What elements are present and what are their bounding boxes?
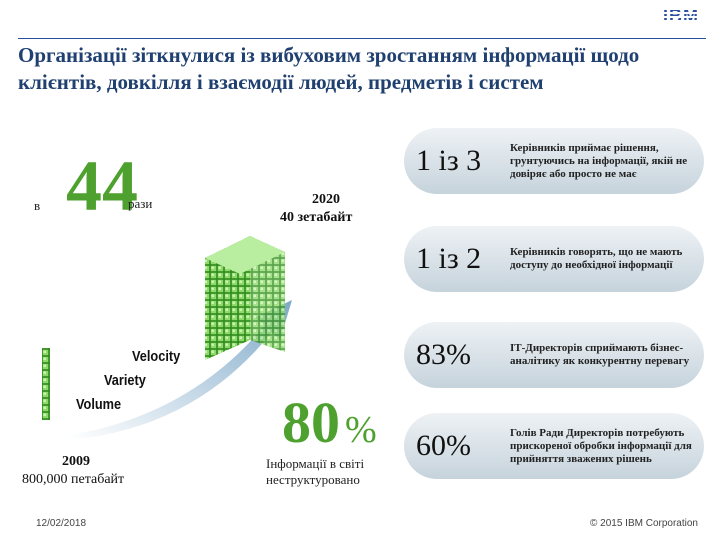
volume-label: Volume	[76, 396, 122, 413]
bar-2009	[42, 348, 50, 420]
stat-text: Керівників говорять, що не мають доступу…	[510, 246, 683, 271]
footer-copyright: © 2015 IBM Corporation	[590, 518, 698, 529]
growth-suffix: рази	[128, 196, 153, 211]
stat-value: 83%	[416, 338, 471, 371]
year-2020-label: 2020	[312, 192, 340, 207]
stat-text: Голів Ради Директорів потребують прискор…	[510, 426, 692, 465]
unstructured-value: 80	[282, 390, 340, 455]
stat-text: ІТ-Директорів сприймають бізнес-аналітик…	[510, 342, 690, 367]
stat-text: Керівників приймає рішення, грунтуючись …	[510, 141, 688, 180]
footer-date: 12/02/2018	[36, 518, 87, 529]
stat-value: 1 із 2	[416, 242, 482, 275]
unstructured-unit: %	[345, 409, 377, 451]
data-growth-illustration	[42, 236, 292, 440]
stat-pill: 1 із 3 Керівників приймає рішення, грунт…	[404, 128, 704, 194]
stat-pill: 83% ІТ-Директорів сприймають бізнес-анал…	[404, 322, 704, 388]
year-2020-amount: 40 зетабайт	[280, 210, 353, 225]
year-2009-label: 2009	[62, 454, 90, 469]
growth-prefix: в	[34, 198, 41, 213]
stat-pill: 60% Голів Ради Директорів потребують при…	[404, 413, 704, 479]
header-rule	[18, 38, 706, 39]
unstructured-text: Інформації в світі неструктуровано	[266, 456, 365, 487]
stat-value: 1 із 3	[416, 144, 482, 177]
ibm-logo: IBM	[656, 6, 706, 26]
variety-label: Variety	[104, 372, 146, 389]
stat-pill: 1 із 2 Керівників говорять, що не мають …	[404, 226, 704, 292]
cube-2020	[205, 236, 285, 360]
year-2009-amount: 800,000 петабайт	[22, 472, 125, 487]
slide-title: Організації зіткнулися із вибуховим зрос…	[18, 43, 640, 94]
stat-value: 60%	[416, 429, 471, 462]
growth-value: 44	[66, 146, 138, 226]
velocity-label: Velocity	[132, 348, 181, 365]
